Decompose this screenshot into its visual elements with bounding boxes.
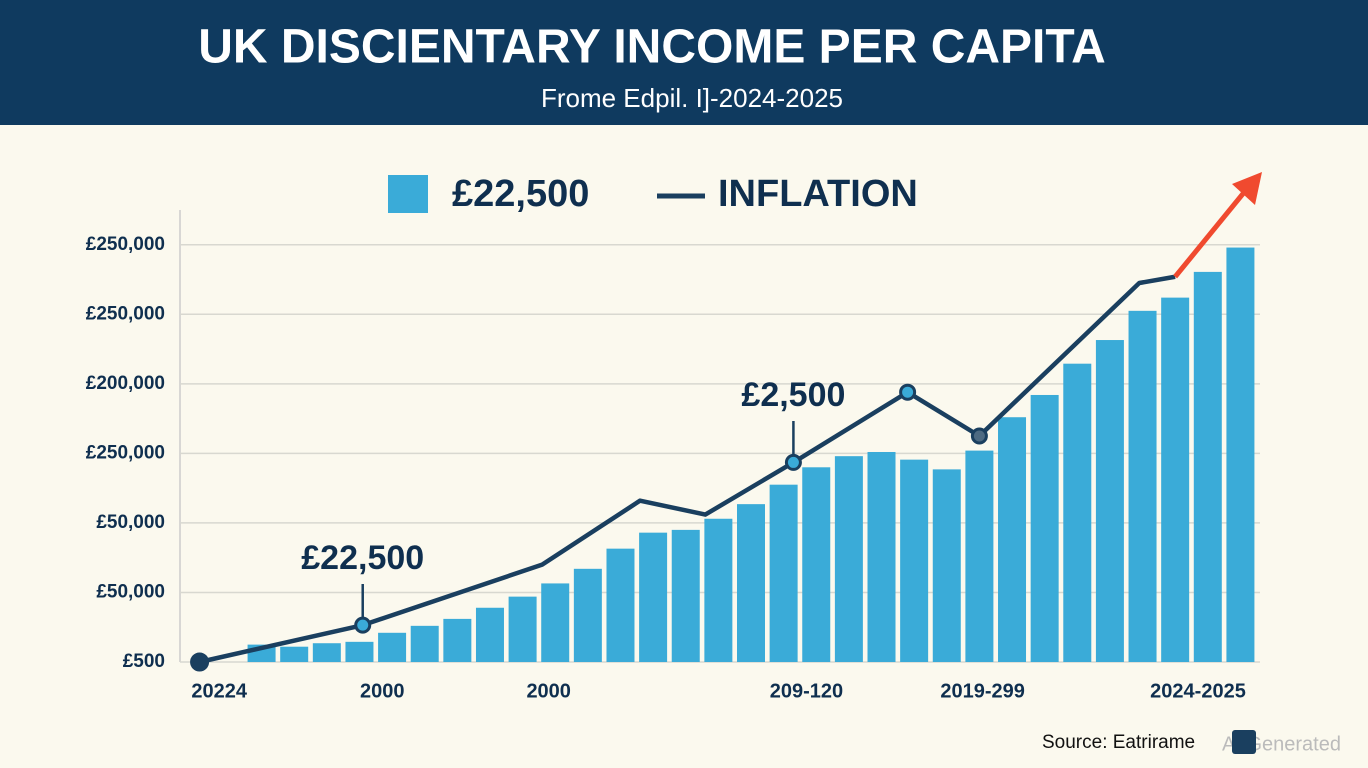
bar — [475, 607, 504, 662]
x-tick-label: 2000 — [360, 680, 405, 702]
bar — [573, 568, 602, 662]
bar — [1095, 340, 1124, 662]
x-tick-label: 2000 — [526, 680, 571, 702]
logo-icon — [1232, 730, 1256, 754]
x-tick-label: 20224 — [191, 680, 247, 702]
inflation-line — [199, 274, 1176, 665]
bar — [867, 451, 896, 662]
y-tick-label: £200,000 — [86, 373, 165, 394]
bar — [280, 646, 309, 662]
y-tick-label: £500 — [123, 651, 165, 672]
bar — [736, 504, 765, 662]
source: Source: Eatrirame — [1042, 732, 1195, 753]
chart-subtitle: Frome Edpil. I]-2024-2025 — [541, 83, 843, 113]
bar — [541, 583, 570, 662]
bar — [345, 641, 374, 662]
line-marker — [899, 383, 917, 401]
x-tick-label: 2019-299 — [940, 680, 1025, 702]
y-tick-label: £50,000 — [96, 512, 165, 533]
bar — [769, 484, 798, 662]
bar — [443, 618, 472, 662]
bar — [1193, 271, 1222, 662]
bar — [932, 469, 961, 662]
annotation: £2,500 — [741, 376, 845, 414]
bar — [1128, 310, 1157, 662]
bar — [671, 529, 700, 662]
trend-arrow-head — [1232, 172, 1262, 205]
bar — [704, 518, 733, 662]
x-tick-label: 209-120 — [770, 680, 843, 702]
legend: £22,500 INFLATION — [388, 173, 918, 215]
line-marker — [354, 616, 372, 634]
trend-arrow — [1173, 188, 1248, 279]
legend-label: INFLATION — [718, 173, 918, 215]
bar — [1161, 297, 1190, 662]
bar — [312, 643, 341, 662]
header-band — [0, 0, 1368, 125]
legend-swatch — [388, 175, 428, 213]
bar — [802, 467, 831, 662]
bar — [1063, 363, 1092, 662]
bar — [410, 625, 439, 662]
line-marker — [190, 652, 210, 672]
bar — [1226, 247, 1255, 662]
bar — [998, 417, 1027, 662]
bar — [965, 450, 994, 662]
line-marker — [784, 453, 802, 471]
legend-label: £22,500 — [452, 173, 589, 215]
bar — [639, 532, 668, 662]
y-tick-label: £50,000 — [96, 581, 165, 602]
chart-title: UK DISCIENTARY INCOME PER CAPITA — [198, 21, 1106, 74]
y-tick-label: £250,000 — [86, 303, 165, 324]
bar — [834, 456, 863, 662]
y-tick-label: £250,000 — [86, 234, 165, 255]
bar — [378, 632, 407, 662]
bar — [508, 596, 537, 662]
y-tick-label: £250,000 — [86, 442, 165, 463]
bar — [900, 459, 929, 662]
bar — [1030, 394, 1059, 662]
annotation: £22,500 — [301, 539, 424, 577]
x-tick-label: 2024-2025 — [1150, 680, 1246, 702]
bar — [606, 548, 635, 662]
line-marker — [970, 427, 988, 445]
